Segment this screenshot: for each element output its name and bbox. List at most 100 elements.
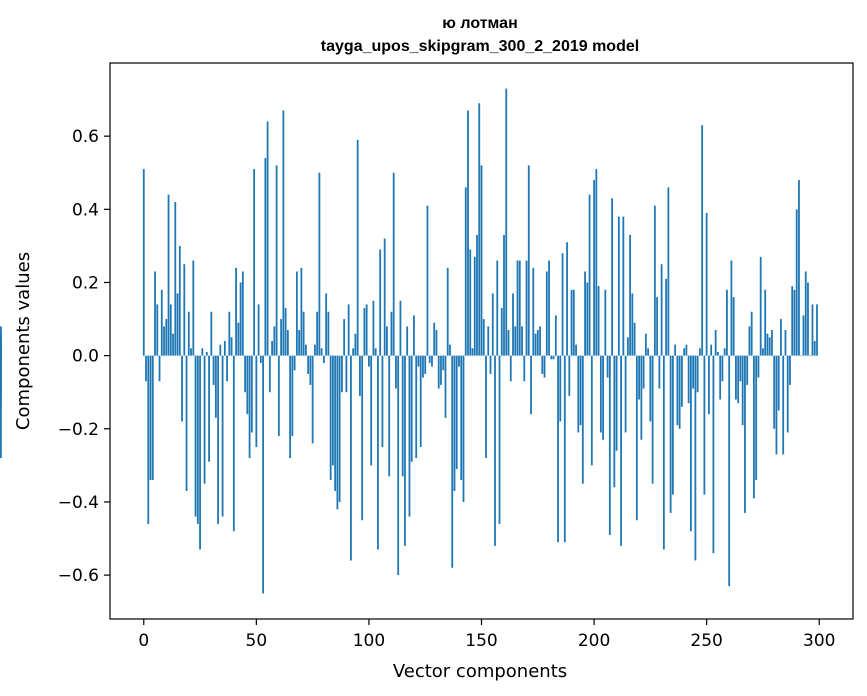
bar <box>784 330 787 356</box>
bar <box>719 355 722 400</box>
bar <box>705 212 708 356</box>
bar <box>280 319 283 356</box>
bar <box>142 169 145 356</box>
bar <box>762 348 764 356</box>
bar <box>386 326 388 356</box>
bar <box>789 355 791 385</box>
bar <box>226 355 228 382</box>
bar <box>255 355 258 448</box>
bar <box>800 355 803 357</box>
bar <box>568 355 571 396</box>
bar <box>487 326 490 356</box>
bar <box>626 337 629 356</box>
bar <box>381 355 384 448</box>
bar <box>748 326 751 356</box>
bar <box>588 194 591 356</box>
bar <box>410 355 413 462</box>
bar <box>203 355 206 484</box>
bar <box>401 355 404 477</box>
bar <box>332 355 334 466</box>
bar <box>246 355 249 415</box>
bar <box>575 344 577 356</box>
bar <box>354 333 357 356</box>
bar <box>395 355 397 389</box>
bar <box>291 355 294 437</box>
bar <box>674 344 677 356</box>
bar <box>370 355 373 466</box>
bar <box>325 293 328 356</box>
bar <box>237 322 240 356</box>
bar <box>644 333 647 356</box>
bar <box>413 315 415 356</box>
bar <box>442 355 445 371</box>
bar <box>460 355 463 480</box>
bar <box>277 355 280 437</box>
bar <box>480 165 483 356</box>
bar <box>811 304 814 356</box>
bar <box>404 355 406 546</box>
bar <box>737 355 740 404</box>
bar <box>685 344 688 356</box>
bar <box>379 249 382 356</box>
bar <box>424 355 427 374</box>
bar <box>606 355 609 378</box>
bar <box>649 355 652 422</box>
bar <box>298 330 301 356</box>
bar <box>359 355 361 396</box>
bar <box>275 165 278 356</box>
bar <box>498 355 501 524</box>
bar <box>662 355 665 550</box>
bar <box>453 355 456 491</box>
bar <box>268 355 271 393</box>
bar <box>712 355 715 554</box>
bar <box>509 355 512 382</box>
bar <box>726 289 728 356</box>
bar <box>397 355 400 576</box>
bar <box>579 355 582 426</box>
bar <box>437 355 440 389</box>
bar <box>658 355 661 389</box>
bar <box>536 330 539 356</box>
bar <box>235 267 237 356</box>
bar <box>651 355 654 484</box>
bar <box>620 355 622 546</box>
bar <box>415 355 418 459</box>
bar <box>494 355 496 546</box>
bar <box>489 355 492 374</box>
bar <box>217 355 219 524</box>
bar <box>446 267 449 356</box>
bar <box>631 293 634 356</box>
bar <box>212 355 215 385</box>
bar <box>622 216 625 356</box>
bar <box>766 333 769 356</box>
bar <box>638 355 641 400</box>
bar <box>221 355 224 517</box>
bar <box>615 355 618 451</box>
bar <box>372 300 375 356</box>
bar <box>428 355 431 363</box>
y-tick-label: 0.6 <box>72 127 99 147</box>
bar <box>671 355 674 495</box>
bar <box>699 348 701 356</box>
bar <box>190 348 192 356</box>
bar <box>525 260 528 356</box>
bar <box>543 355 546 378</box>
bar <box>336 355 339 510</box>
bar <box>318 172 321 356</box>
bar <box>791 286 794 356</box>
bar <box>286 330 289 356</box>
bar <box>507 330 510 356</box>
bar <box>345 355 348 393</box>
bar <box>723 348 726 356</box>
bar <box>230 337 233 356</box>
x-axis-ticks: 0 50 100 150 200 250 300 <box>138 619 835 651</box>
bar <box>264 158 267 356</box>
x-tick-label: 0 <box>138 631 149 651</box>
bar <box>169 304 172 356</box>
bar <box>302 311 305 356</box>
bar <box>687 355 690 404</box>
y-tick-label: 0.0 <box>72 347 99 367</box>
y-tick-label: 0.4 <box>72 200 99 220</box>
bar <box>178 245 181 356</box>
bar <box>156 304 159 356</box>
